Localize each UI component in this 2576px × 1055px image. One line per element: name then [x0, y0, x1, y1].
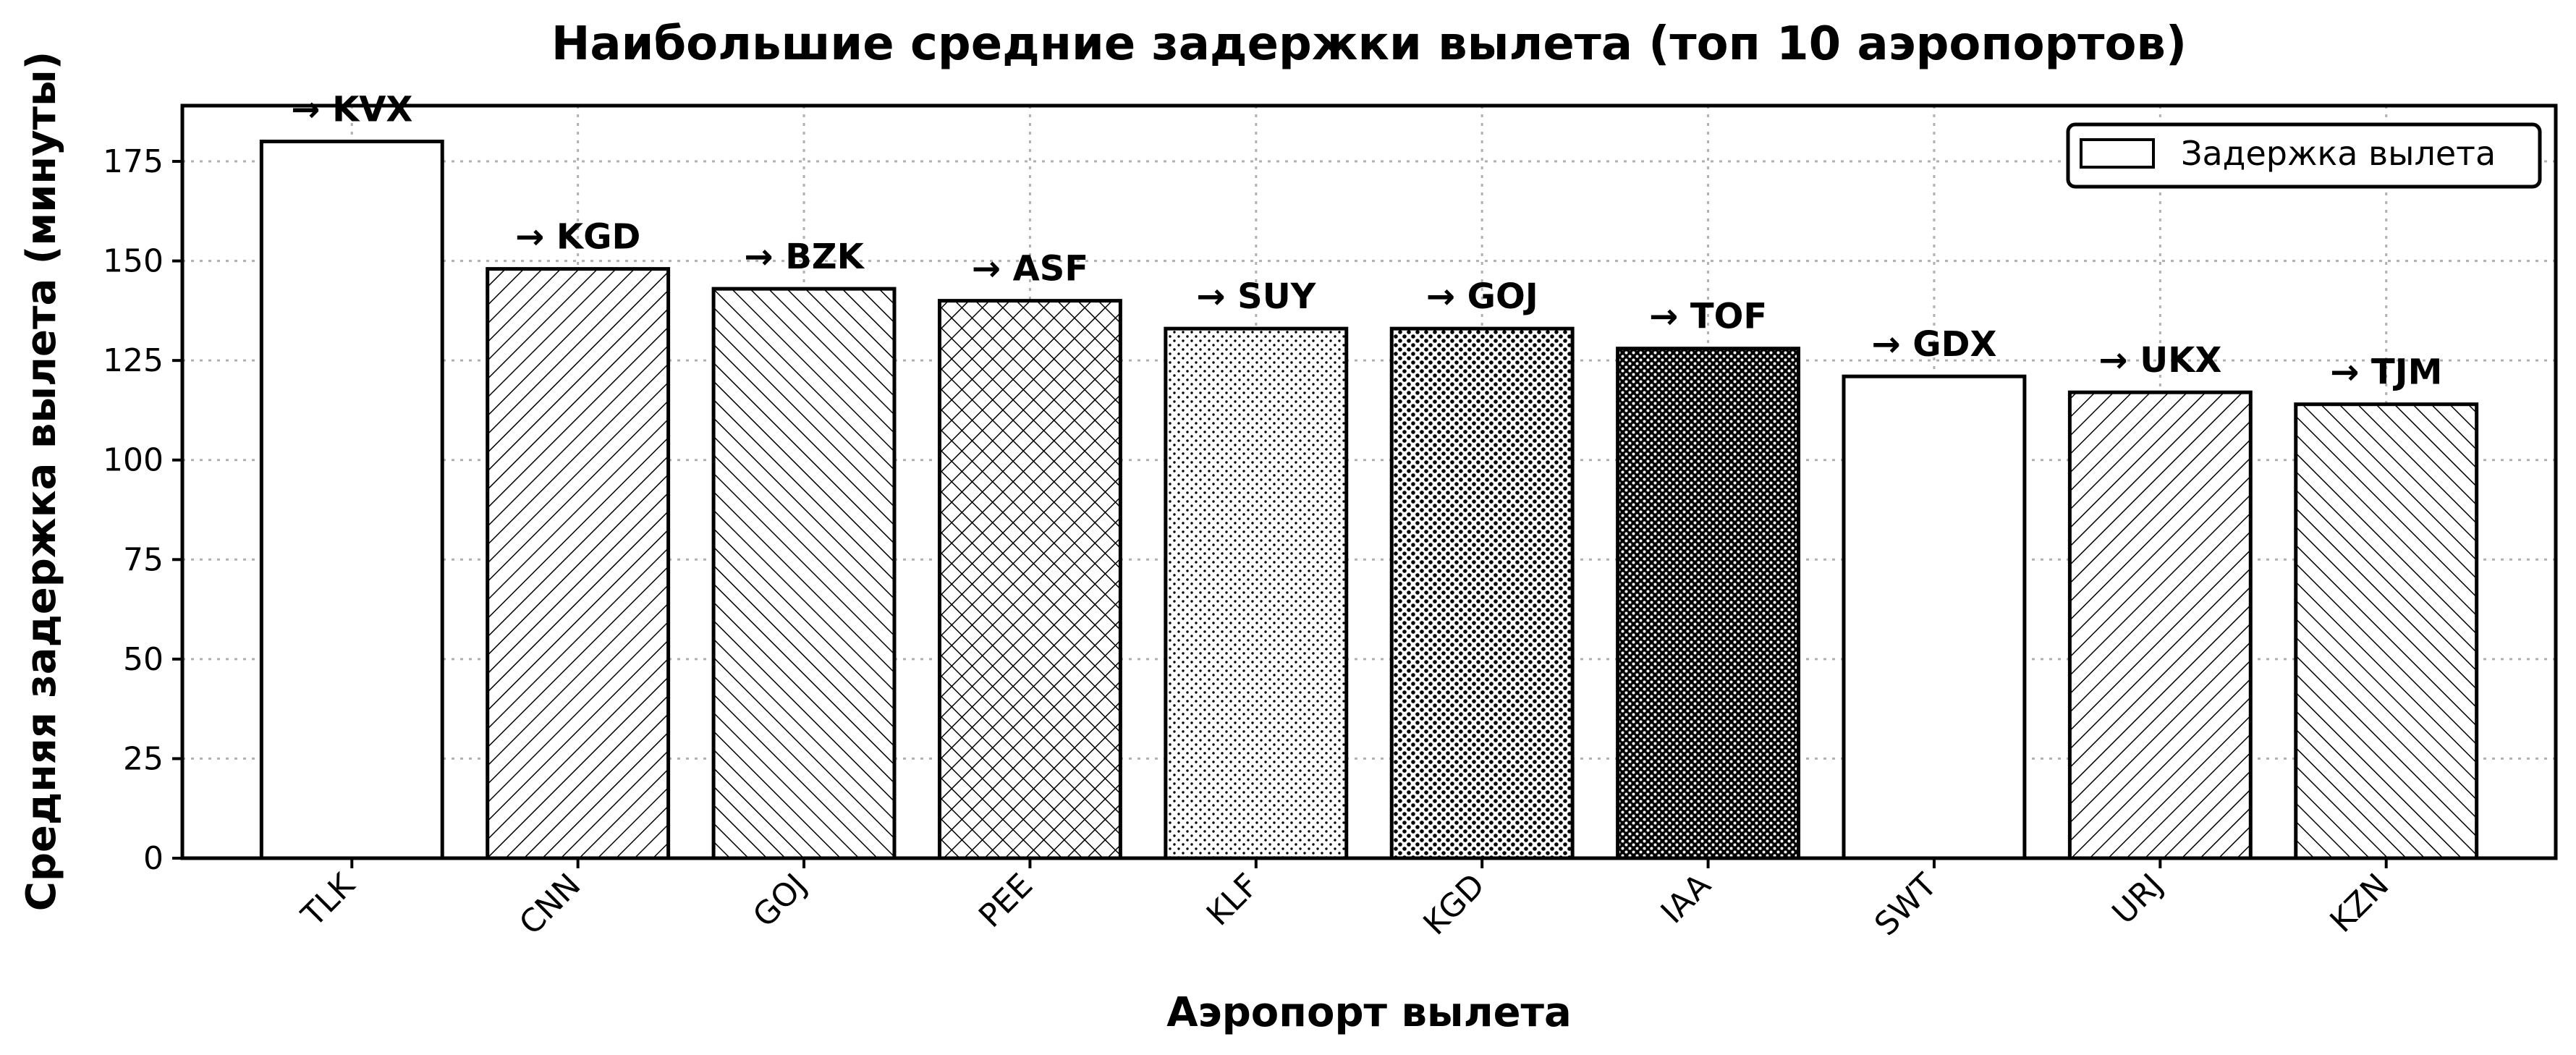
x-tick-label-pee: PEE: [972, 867, 1040, 935]
bar-urj: [2067, 390, 2253, 860]
legend-entry: Задержка вылета: [2181, 134, 2496, 173]
bar-annotation-goj: → BZK: [744, 237, 865, 277]
y-tick-label: 100: [103, 442, 164, 479]
bar-annotation-iaa: → TOF: [1649, 297, 1767, 337]
bar-goj: [711, 287, 897, 860]
plot-frame: [180, 103, 2558, 860]
bar-tlk: [259, 140, 444, 860]
bar-annotations: → KVX → KGD → BZK → ASF → SUY → GOJ → TOF → GDX…: [291, 90, 2442, 393]
bar-annotation-tlk: → KVX: [291, 90, 412, 130]
x-tick-label-klf: KLF: [1200, 867, 1266, 933]
bar-pee: [937, 299, 1122, 860]
x-tick-label-goj: GOJ: [746, 867, 814, 935]
legend: Задержка вылета: [2066, 122, 2542, 189]
y-tick-label: 25: [123, 740, 164, 777]
y-tick-label: 50: [123, 641, 164, 678]
bars: [259, 140, 2479, 860]
y-tick-label: 125: [103, 342, 164, 379]
y-axis-ticks: 0 25 50 75 100 125 150 175: [103, 143, 182, 877]
bar-annotation-swt: → GDX: [1871, 324, 1996, 365]
bar-klf: [1164, 326, 1349, 860]
bar-annotation-pee: → ASF: [972, 249, 1088, 289]
x-tick-label-kzn: KZN: [2323, 867, 2396, 940]
legend-box: [2066, 122, 2542, 189]
bar-cnn: [486, 267, 671, 860]
x-tick-label-tlk: TLK: [295, 866, 363, 934]
x-axis-ticks: TLK CNN GOJ PEE KLF KGD IAA SWT URJ KZN: [295, 858, 2396, 944]
x-tick-label-swt: SWT: [1868, 867, 1944, 944]
bar-annotation-klf: → SUY: [1196, 276, 1316, 317]
y-tick-label: 75: [123, 541, 164, 578]
chart-title: Наибольшие средние задержки вылета (топ …: [551, 17, 2187, 71]
bar-iaa: [1616, 347, 1801, 860]
x-tick-label-iaa: IAA: [1654, 867, 1719, 931]
legend-swatch: [2080, 138, 2155, 169]
bar-kzn: [2294, 402, 2479, 860]
bar-annotation-cnn: → KGD: [515, 217, 640, 258]
x-tick-label-kgd: KGD: [1416, 867, 1492, 943]
x-tick-label-cnn: CNN: [512, 867, 588, 942]
y-tick-label: 175: [103, 143, 164, 180]
y-axis-label: Средняя задержка вылета (минуты): [18, 51, 65, 911]
bar-annotation-kzn: → TJM: [2330, 352, 2442, 393]
x-tick-label-urj: URJ: [2105, 867, 2170, 932]
bar-annotation-kgd: → GOJ: [1426, 276, 1538, 317]
bar-swt: [1842, 374, 2027, 860]
y-tick-label: 150: [103, 243, 164, 280]
x-axis-label: Аэропорт вылета: [1166, 989, 1572, 1036]
bar-annotation-urj: → UKX: [2098, 340, 2221, 381]
bar-kgd: [1389, 326, 1575, 860]
y-tick-label: 0: [143, 840, 164, 877]
